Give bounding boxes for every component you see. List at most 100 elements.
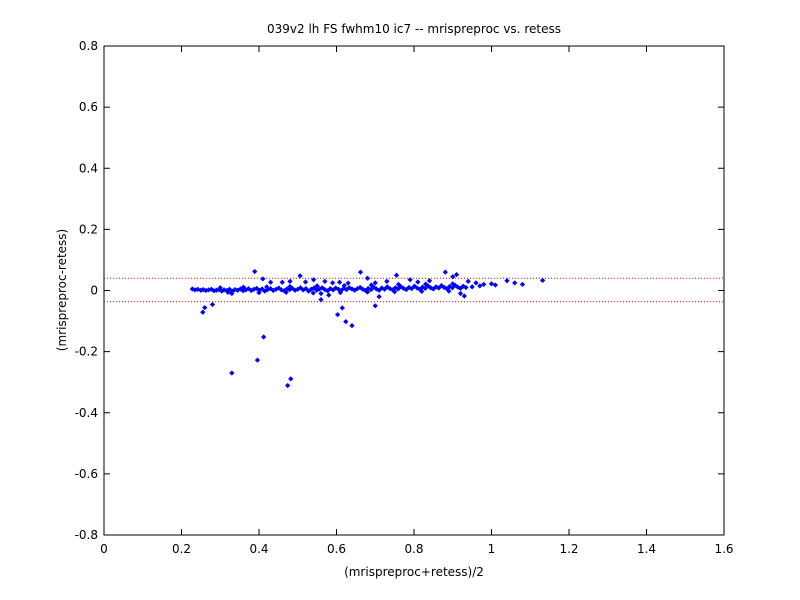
y-tick-label: 0.6 [79,100,98,114]
data-point [393,272,400,278]
data-point [457,290,464,297]
data-point [318,290,324,297]
data-point [436,285,442,291]
x-tick-label: 0.8 [404,542,423,556]
data-point [225,289,231,295]
data-point [268,279,274,285]
data-point [335,286,342,292]
data-point [311,277,317,283]
x-axis-ticks: 0 0.2 0.4 0.6 0.8 1 1.2 1.4 1.6 [100,46,734,556]
data-point [310,290,316,296]
data-point [189,286,195,292]
data-point [303,286,309,292]
data-point [465,278,471,284]
data-point [229,290,235,297]
data-point [330,280,336,286]
data-point [254,285,260,291]
y-tick-label: -0.6 [75,467,98,481]
data-point [349,323,355,329]
data-point [208,286,214,292]
x-axis-label: (mrispreproc+retess)/2 [344,565,484,579]
data-point [407,277,413,283]
data-point [261,334,267,340]
data-point [415,279,421,285]
data-point [202,304,208,311]
data-point [341,282,347,289]
y-tick-label: -0.4 [75,406,98,420]
data-point [504,278,510,284]
data-point [461,293,467,299]
data-point [364,289,371,295]
data-point [217,285,223,291]
data-point [288,376,294,382]
data-point [450,274,456,280]
y-axis-label: (mrispreproc-retess) [55,229,69,351]
y-tick-label: -0.2 [75,345,98,359]
data-point [364,275,371,281]
data-point [469,284,475,290]
data-point [333,285,339,291]
data-point [426,278,433,284]
data-point [481,281,487,288]
data-point [395,286,401,292]
data-point [447,283,453,290]
data-point [368,286,374,293]
data-point [285,382,291,389]
data-point [324,288,331,294]
data-point [240,284,247,290]
data-point [357,269,364,275]
data-point [297,285,304,291]
data-point [229,370,235,376]
data-point [403,286,409,293]
x-tick-label: 0.4 [249,542,268,556]
data-point [446,288,452,294]
reference-lines [104,277,724,303]
data-point [278,287,285,293]
data-point [441,284,447,291]
data-point [254,357,261,363]
data-point [450,281,456,287]
data-point [322,278,328,284]
x-tick-label: 1 [488,542,496,556]
data-point [252,268,258,275]
data-point [343,319,349,325]
x-tick-label: 1.2 [559,542,578,556]
data-point [457,285,464,291]
data-point [237,286,244,292]
data-point [200,309,206,315]
data-point [256,290,262,296]
data-point [297,273,303,279]
data-point [318,297,324,303]
data-point [433,284,439,290]
data-point [379,285,385,291]
data-point [195,286,201,292]
data-point [395,281,402,288]
data-point [349,286,355,292]
x-tick-label: 0.6 [327,542,346,556]
data-point [345,280,351,286]
data-point [259,286,265,292]
data-point [449,285,455,291]
data-point [540,277,546,284]
data-point [477,283,483,289]
x-tick-label: 0.2 [172,542,191,556]
data-point [422,285,428,291]
data-point [492,282,498,288]
data-point [442,269,449,275]
data-point [512,280,518,286]
data-points [189,268,546,389]
x-tick-label: 0 [100,542,108,556]
data-point [372,303,378,309]
chart-title: 039v2 lh FS fwhm10 ic7 -- mrispreproc vs… [267,22,561,36]
data-point [260,276,266,282]
data-point [283,289,289,295]
data-point [376,293,382,300]
data-point [409,286,415,292]
y-axis-ticks: -0.8 -0.6 -0.4 -0.2 0 0.2 0.4 0.6 0.8 [75,39,724,542]
data-point [341,285,347,291]
data-point [454,271,460,278]
data-point [414,285,420,291]
data-point [392,289,398,295]
data-point [279,279,285,285]
